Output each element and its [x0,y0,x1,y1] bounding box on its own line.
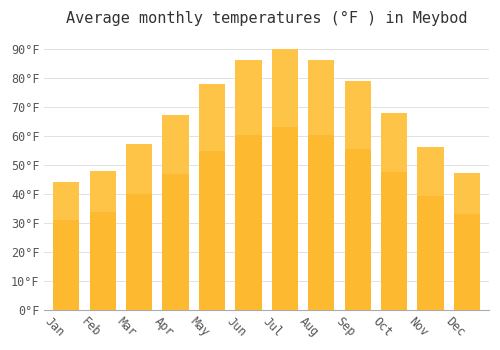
Bar [236,60,262,135]
Bar [418,147,444,310]
Bar [90,170,116,310]
Bar [344,80,371,310]
Bar [454,174,480,310]
Bar [126,145,152,194]
Bar [53,182,80,310]
Bar [90,170,116,212]
Bar [308,60,334,135]
Bar [162,116,188,174]
Bar [381,113,407,310]
Bar [272,49,298,310]
Bar [454,174,480,214]
Bar [381,113,407,172]
Bar [308,60,334,310]
Bar [126,145,152,310]
Title: Average monthly temperatures (°F ) in Meybod: Average monthly temperatures (°F ) in Me… [66,11,468,26]
Bar [344,80,371,149]
Bar [199,84,225,152]
Bar [418,147,444,196]
Bar [272,49,298,127]
Bar [53,182,80,220]
Bar [199,84,225,310]
Bar [236,60,262,310]
Bar [162,116,188,310]
